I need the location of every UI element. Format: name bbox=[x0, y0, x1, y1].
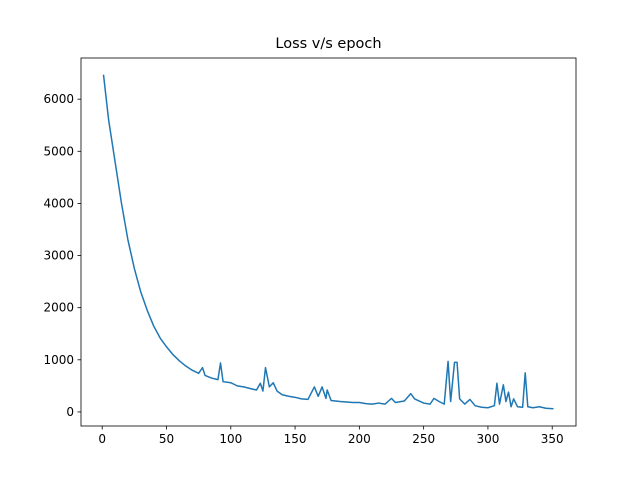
y-tick-label: 4000 bbox=[43, 196, 74, 210]
x-tick-label: 0 bbox=[98, 432, 106, 446]
x-tick-label: 250 bbox=[412, 432, 435, 446]
y-tick-label: 5000 bbox=[43, 144, 74, 158]
y-tick-label: 1000 bbox=[43, 353, 74, 367]
axes-frame bbox=[80, 57, 577, 427]
x-tick-label: 150 bbox=[284, 432, 307, 446]
x-tick-label: 50 bbox=[159, 432, 174, 446]
x-tick-label: 350 bbox=[541, 432, 564, 446]
y-tick-label: 3000 bbox=[43, 249, 74, 263]
x-tick-label: 100 bbox=[219, 432, 242, 446]
y-tick-label: 6000 bbox=[43, 92, 74, 106]
x-tick-label: 200 bbox=[348, 432, 371, 446]
chart-title: Loss v/s epoch bbox=[275, 36, 381, 52]
x-tick-label: 300 bbox=[476, 432, 499, 446]
y-tick-label: 2000 bbox=[43, 301, 74, 315]
loss-line bbox=[102, 74, 554, 410]
y-tick-label: 0 bbox=[66, 405, 74, 419]
